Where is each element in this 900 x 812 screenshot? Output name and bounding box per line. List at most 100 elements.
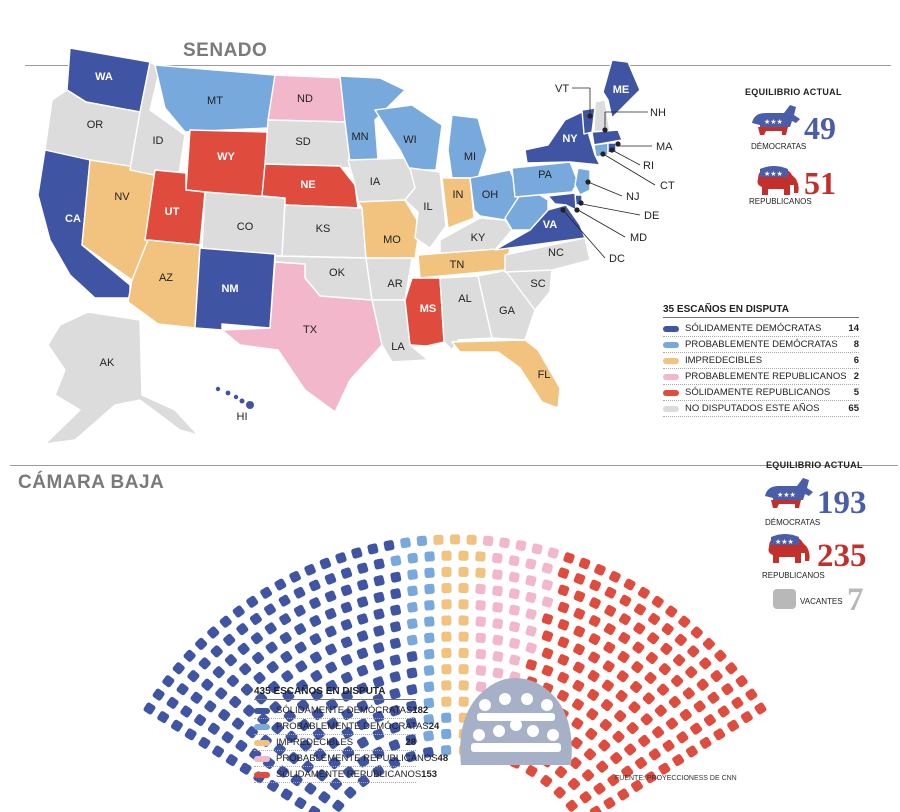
house-seat [541,579,553,591]
house-seat [654,704,667,717]
state-label-nc: NC [548,247,564,259]
house-seat [423,730,434,742]
senate-dem-label: DÉMOCRATAS [751,142,807,151]
house-seat [557,689,569,702]
house-seat [309,651,322,664]
house-seat [373,575,385,587]
house-seat [219,615,232,628]
house-seat [628,701,641,714]
house-seat [572,698,584,711]
house-seat [619,594,632,607]
state-label-me: ME [613,84,630,96]
house-seat [246,595,259,608]
house-seat [423,714,435,725]
house-seat [492,651,504,662]
house-seat [725,662,738,675]
house-seat [340,654,353,666]
senate-rep-label: REPUBLICANOS [749,197,812,206]
house-seat [407,601,418,613]
senate-legend-row: SÓLIDAMENTE DEMÓCRATAS 14 [663,321,859,337]
state-label-hi: HI [237,411,248,423]
house-seat [640,713,653,726]
house-seat [367,543,379,555]
house-seat [594,564,606,576]
house-seat [589,579,602,592]
callout-dc: DC [609,253,625,265]
house-seat [573,590,586,603]
senate-legend-row: SÓLIDAMENTE REPUBLICANOS 5 [663,385,859,401]
house-seat [296,699,310,712]
house-seat [190,691,203,704]
house-seat [567,777,581,791]
state-az [127,239,201,329]
house-seat [299,739,312,752]
state-label-nv: NV [114,191,130,203]
house-seat [324,573,337,585]
house-seat [569,757,582,770]
house-seat [475,567,486,578]
house-seat [313,748,327,761]
senate-dem-count: 49 [804,110,836,146]
senate-divider [25,65,891,66]
house-seat [618,632,631,644]
vacant-icon [773,589,796,609]
state-label-fl: FL [538,369,551,381]
house-seat [440,745,452,756]
house-seat [332,799,345,812]
house-seat [573,643,585,656]
state-label-nd: ND [297,93,313,105]
house-seat [441,647,452,659]
house-seat [309,633,322,645]
house-seat [310,670,323,682]
house-seat [276,765,289,778]
house-seat [745,688,758,701]
house-seat [717,705,730,718]
house-seat [690,722,703,735]
house-seat [754,702,767,715]
house-seat [450,534,460,545]
house-seat [400,537,411,549]
state-label-in: IN [453,189,464,201]
house-seat [341,708,354,721]
house-seat [311,708,324,721]
house-seat [406,634,418,646]
state-me [602,59,641,119]
house-seat [207,722,220,735]
house-seat [269,701,282,714]
house-seat [557,567,570,579]
house-seat [335,552,347,564]
house-seat [372,710,385,723]
house-seat [588,633,601,645]
svg-text:★★★: ★★★ [777,491,796,499]
state-label-oh: OH [482,189,499,201]
house-seat [183,649,196,662]
house-seat [441,712,452,723]
house-seat [648,748,661,761]
house-seat [593,782,606,795]
house-seat [389,722,401,734]
house-seat [340,584,353,596]
senate-legend: 35 ESCAÑOS EN DISPUTA SÓLIDAMENTE DEMÓCR… [663,304,859,417]
house-seat [713,728,726,741]
house-legend-row: SÓLIDAMENTE DEMÓCRATAS 182 [254,703,428,719]
house-seat [458,664,469,675]
house-seat [424,551,435,562]
house-seat [372,746,385,759]
house-seat [645,651,658,665]
house-seat [623,578,636,591]
house-seat [563,552,575,564]
house-seat [541,647,554,660]
house-seat [553,786,566,799]
house-seat [389,688,401,700]
callout-ri: RI [643,160,654,172]
house-seat [223,633,236,646]
house-seat [582,769,595,782]
house-seat [416,535,428,547]
house-seat [579,791,592,804]
state-nc [504,237,591,273]
house-seat [557,671,570,684]
house-seat [475,551,486,562]
house-seat [540,774,553,788]
house-seat [458,696,469,707]
house-legend-title: 435 ESCAÑOS EN DISPUTA [254,686,416,700]
